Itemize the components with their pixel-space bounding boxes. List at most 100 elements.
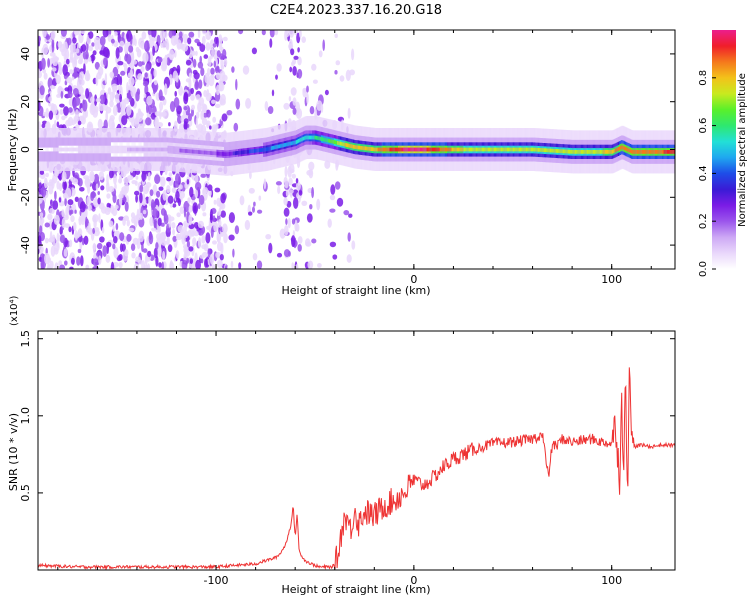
spectrogram-noise-cell (147, 250, 152, 258)
spectrogram-noise-cell (114, 92, 121, 104)
spectrogram-noise-cell (293, 55, 299, 60)
spectrogram-noise-cell (111, 83, 118, 90)
spectrogram-noise-cell (100, 185, 105, 191)
spectrogram-noise-cell (44, 222, 50, 228)
spectrogram-noise-cell (287, 217, 291, 229)
spectrogram-noise-cell (112, 89, 115, 99)
spectrogram-noise-cell (245, 98, 252, 109)
spectrogram-noise-cell (102, 30, 109, 38)
spectrogram-noise-cell (70, 45, 74, 55)
spectrogram-noise-cell (57, 41, 63, 49)
spectrogram-noise-cell (121, 115, 128, 126)
spectrogram-ridge-cell (601, 150, 604, 154)
spectrogram-noise-cell (40, 261, 45, 269)
spectrogram-noise-cell (78, 177, 83, 187)
spectrogram-noise-cell (197, 102, 202, 113)
spectrogram-noise-cell (41, 57, 46, 70)
spectrogram-noise-cell (97, 197, 101, 205)
spectrogram-noise-cell (208, 189, 212, 197)
spectrogram-noise-cell (183, 118, 189, 124)
spectrogram-noise-cell (183, 111, 187, 118)
spectrogram-noise-cell (161, 261, 164, 269)
spectrogram-noise-cell (151, 61, 155, 66)
spectrogram-noise-cell (223, 58, 228, 66)
spectrogram-noise-cell (80, 30, 86, 34)
spectrogram-ridge-cell (114, 147, 117, 152)
spectrogram-noise-cell (308, 168, 314, 179)
spectrogram-noise-cell (137, 259, 143, 265)
spectrogram-noise-cell (200, 173, 206, 178)
spectrogram-noise-cell (242, 65, 250, 75)
spectrogram-noise-cell (183, 106, 188, 111)
spectrogram-noise-cell (67, 199, 74, 206)
spectrogram-noise-cell (42, 30, 47, 38)
spectrogram-noise-cell (97, 118, 103, 130)
spectrogram-noise-cell (163, 214, 169, 225)
spectrogram-noise-cell (83, 235, 89, 245)
spectrogram-noise-cell (267, 106, 274, 114)
spectrogram-noise-cell (295, 181, 301, 191)
spectrogram-noise-cell (99, 36, 106, 46)
spectrogram-ridge-cell (52, 147, 55, 152)
spectrogram-noise-cell (108, 220, 114, 228)
spectrogram-noise-cell (73, 88, 79, 96)
spectrogram-ridge-cell (514, 147, 517, 152)
spectrogram-noise-cell (301, 36, 307, 43)
spectrogram-noise-cell (153, 221, 157, 229)
spectrogram-noise-cell (99, 236, 105, 243)
spectrogram-noise-cell (232, 248, 235, 258)
spectrogram-noise-cell (190, 94, 195, 101)
spectrogram-noise-cell (166, 236, 170, 246)
spectrogram-ridge-cell (176, 148, 179, 153)
spectrogram-noise-cell (66, 204, 70, 209)
spectrogram-noise-cell (71, 257, 75, 265)
spectrogram-noise-cell (131, 252, 136, 259)
spectrogram-ridge-cell (102, 147, 105, 152)
spectrogram-noise-cell (85, 216, 88, 228)
spectrogram-noise-cell (50, 30, 56, 40)
spectrogram-noise-cell (197, 220, 204, 229)
spectrogram-noise-cell (142, 185, 149, 195)
spectrogram-noise-cell (77, 58, 83, 65)
spectrogram-noise-cell (178, 184, 183, 190)
spectrogram-noise-cell (59, 234, 66, 244)
spectrogram-noise-cell (60, 30, 67, 37)
spectrogram-noise-cell (219, 254, 224, 261)
spectrogram-noise-cell (69, 69, 74, 75)
spectrogram-noise-cell (92, 258, 99, 267)
spectrogram-noise-cell (112, 193, 117, 204)
y-tick-label: 1.5 (19, 330, 32, 348)
spectrogram-noise-cell (126, 233, 132, 242)
spectrogram-noise-cell (233, 122, 239, 132)
spectrogram-noise-cell (251, 47, 257, 55)
spectrogram-noise-cell (162, 250, 166, 261)
spectrogram-noise-cell (75, 124, 80, 130)
spectrogram-noise-cell (181, 259, 188, 269)
spectrogram-ridge-cell (589, 150, 592, 154)
spectrogram-noise-cell (209, 125, 212, 130)
spectrogram-noise-cell (135, 194, 139, 203)
spectrogram-noise-cell (147, 263, 151, 269)
spectrogram-noise-cell (117, 61, 124, 66)
spectrogram-ridge-cell (170, 147, 173, 152)
spectrogram-noise-cell (66, 77, 73, 84)
spectrogram-noise-cell (179, 206, 185, 214)
spectrogram-noise-cell (110, 204, 115, 214)
spectrogram-noise-cell (216, 36, 219, 48)
spectrogram-noise-cell (166, 185, 171, 194)
spectrogram-noise-cell (51, 55, 59, 67)
spectrogram-noise-cell (202, 104, 208, 113)
spectrogram-noise-cell (56, 180, 60, 190)
spectrogram-noise-cell (78, 215, 82, 226)
spectrogram-ridge-cell (576, 150, 579, 154)
spectrogram-noise-cell (121, 243, 126, 252)
spectrogram-noise-cell (58, 260, 63, 266)
spectrogram-noise-cell (235, 78, 238, 91)
spectrogram-ridge-cell (564, 149, 567, 154)
spectrogram-noise-cell (133, 34, 136, 46)
spectrogram-noise-cell (73, 115, 80, 123)
spectrogram-y-axis-label: Frequency (Hz) (6, 109, 19, 192)
spectrogram-noise-cell (91, 53, 94, 64)
spectrogram-noise-cell (111, 121, 115, 130)
spectrogram-noise-cell (188, 214, 193, 226)
